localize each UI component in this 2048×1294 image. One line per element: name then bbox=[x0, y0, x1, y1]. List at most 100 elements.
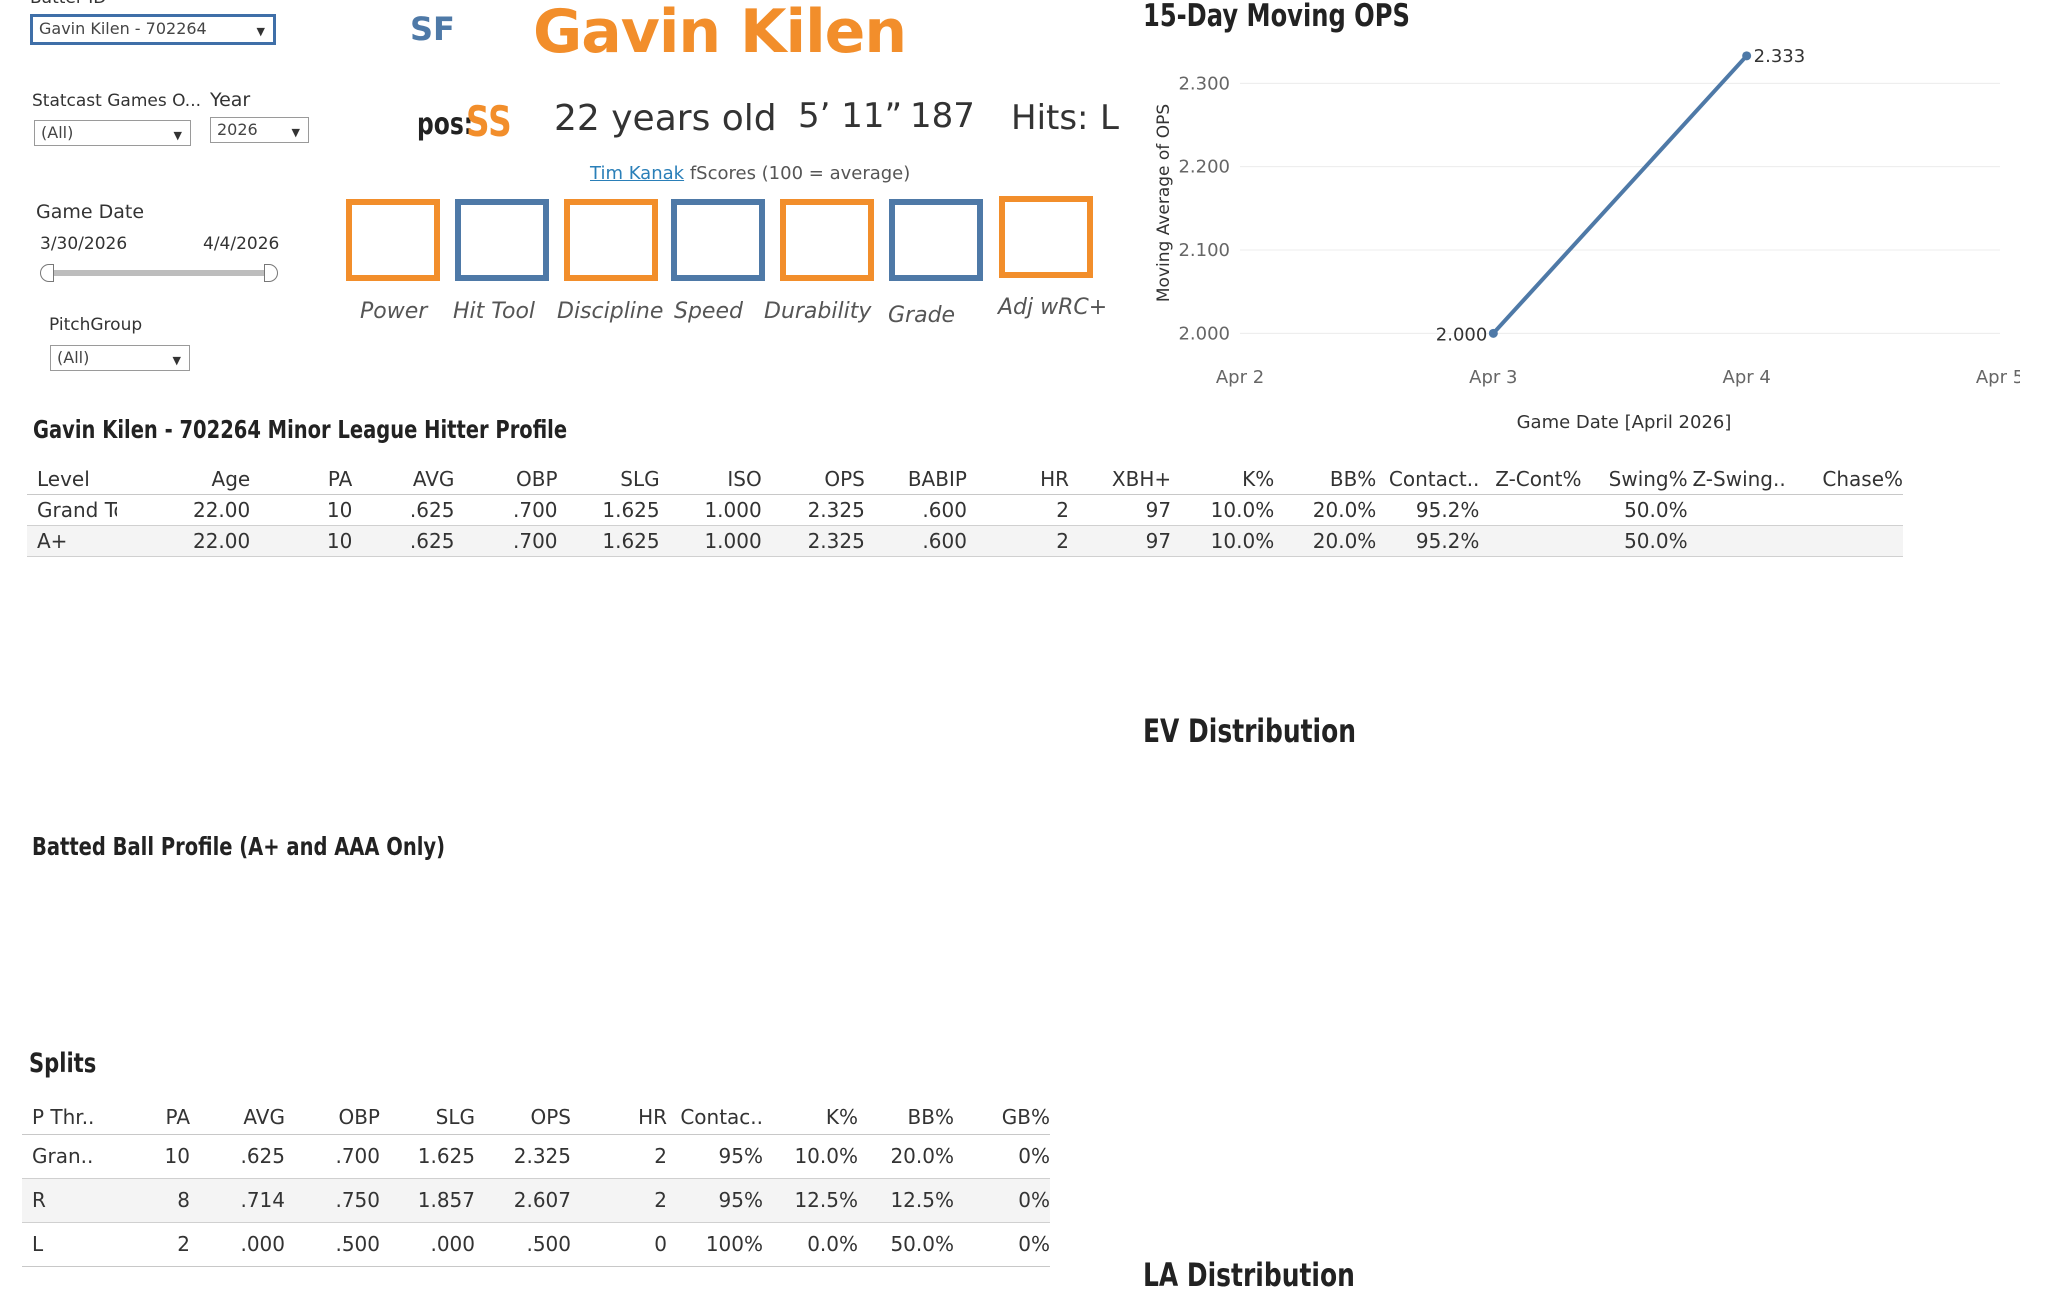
profile-cell: 95.2% bbox=[1415, 528, 1480, 553]
player-weight: 187 bbox=[910, 96, 975, 136]
year-select[interactable]: 2026 ▼ bbox=[210, 117, 309, 143]
profile-col-header: Level bbox=[37, 466, 90, 491]
splits-col-header: OPS bbox=[530, 1104, 572, 1129]
chevron-down-icon: ▼ bbox=[256, 25, 265, 38]
profile-col-header: AVG bbox=[412, 466, 455, 491]
pitch-group-select[interactable]: (All) ▼ bbox=[50, 345, 190, 371]
ops-chart-title: 15-Day Moving OPS bbox=[1143, 0, 1410, 34]
profile-cell: .625 bbox=[409, 497, 455, 522]
date-slider-end-handle[interactable] bbox=[264, 264, 278, 282]
profile-cell bbox=[1786, 494, 1903, 525]
fscore-label-durability: Durability bbox=[764, 299, 872, 324]
splits-cell: R bbox=[32, 1188, 46, 1212]
profile-col-header: Z-Cont% bbox=[1495, 466, 1582, 491]
profile-col-header: Swing% bbox=[1608, 466, 1688, 491]
splits-cell: .714 bbox=[240, 1188, 285, 1212]
statcast-select-value: (All) bbox=[41, 123, 74, 142]
profile-cell: 97 bbox=[1145, 497, 1172, 522]
profile-table: Level Age PA AVG OBP SLG ISO OPS BABIP H… bbox=[27, 464, 1903, 557]
profile-cell: .600 bbox=[922, 497, 967, 522]
table-row: Grand Total 22.00 10 .625 .700 1.625 1.0… bbox=[27, 494, 1903, 525]
splits-header-row: P Thr.. PA AVG OBP SLG OPS HR Contac.. K… bbox=[22, 1100, 1050, 1134]
splits-cell: L bbox=[32, 1232, 44, 1256]
la-distribution-title: LA Distribution bbox=[1143, 1256, 1355, 1294]
fscore-box-grade bbox=[889, 199, 983, 281]
hits-label: Hits: bbox=[1011, 98, 1089, 138]
splits-cell: 100% bbox=[705, 1232, 763, 1256]
profile-cell: 20.0% bbox=[1312, 528, 1377, 553]
profile-title: Gavin Kilen - 702264 Minor League Hitter… bbox=[33, 415, 568, 444]
fscore-box-durability bbox=[780, 199, 874, 281]
splits-cell: .625 bbox=[240, 1144, 285, 1168]
profile-cell: 2.325 bbox=[807, 497, 865, 522]
x-tick-label: Apr 3 bbox=[1469, 367, 1517, 388]
profile-cell bbox=[1479, 525, 1581, 556]
profile-cell bbox=[1688, 494, 1786, 525]
splits-col-header: Contac.. bbox=[680, 1104, 763, 1129]
profile-cell: 95.2% bbox=[1415, 497, 1480, 522]
splits-col-header: AVG bbox=[243, 1104, 285, 1129]
profile-cell: 2 bbox=[1056, 528, 1070, 553]
date-slider-start-handle[interactable] bbox=[40, 264, 54, 282]
ops-data-point bbox=[1742, 51, 1752, 61]
splits-col-header: BB% bbox=[907, 1104, 954, 1129]
fscore-box-speed bbox=[671, 199, 765, 281]
player-age: 22 years old bbox=[554, 98, 777, 139]
pitch-group-select-value: (All) bbox=[57, 348, 90, 367]
splits-cell: 0% bbox=[1018, 1188, 1050, 1212]
statcast-filter-label: Statcast Games O... bbox=[32, 91, 202, 111]
chevron-down-icon: ▼ bbox=[172, 354, 181, 367]
profile-cell: 20.0% bbox=[1312, 497, 1377, 522]
game-date-label: Game Date bbox=[36, 201, 145, 223]
profile-cell: .625 bbox=[409, 528, 455, 553]
profile-col-header: Chase% bbox=[1822, 466, 1903, 491]
table-row: A+ 22.00 10 .625 .700 1.625 1.000 2.325 … bbox=[27, 525, 1903, 556]
profile-col-header: HR bbox=[1040, 466, 1070, 491]
profile-cell: 1.000 bbox=[704, 528, 762, 553]
splits-cell: 95% bbox=[718, 1144, 763, 1168]
ops-series-line bbox=[1491, 54, 1749, 335]
year-select-value: 2026 bbox=[217, 120, 258, 139]
splits-cell: .500 bbox=[335, 1232, 380, 1256]
splits-cell: .700 bbox=[335, 1144, 380, 1168]
batted-ball-title: Batted Ball Profile (A+ and AAA Only) bbox=[32, 832, 446, 861]
table-row: L 2 .000 .500 .000 .500 0 100% 0.0% 50.0… bbox=[22, 1222, 1050, 1266]
fscore-box-adj-wrc bbox=[999, 196, 1093, 278]
profile-cell bbox=[1786, 525, 1903, 556]
fscore-label-adj-wrc: Adj wRC+ bbox=[998, 295, 1108, 320]
fscores-author-link[interactable]: Tim Kanak bbox=[590, 163, 685, 184]
splits-cell: 12.5% bbox=[890, 1188, 954, 1212]
splits-cell: 2 bbox=[654, 1188, 667, 1212]
batter-select[interactable]: Gavin Kilen - 702264 ▼ bbox=[30, 14, 276, 45]
profile-cell: 97 bbox=[1145, 528, 1172, 553]
profile-cell: 50.0% bbox=[1624, 528, 1688, 553]
fscores-caption: Tim Kanak fScores (100 = average) bbox=[590, 163, 910, 184]
y-tick-label: 2.300 bbox=[1178, 73, 1230, 94]
profile-cell: 22.00 bbox=[192, 528, 251, 553]
splits-col-header: K% bbox=[825, 1104, 858, 1129]
profile-cell: 50.0% bbox=[1624, 497, 1688, 522]
position-label: pos: bbox=[417, 107, 474, 142]
splits-cell: 50.0% bbox=[890, 1232, 954, 1256]
profile-cell: 1.625 bbox=[602, 497, 660, 522]
fscores-caption-text: fScores (100 = average) bbox=[689, 163, 911, 184]
profile-col-header: OPS bbox=[824, 466, 865, 491]
fscore-label-power: Power bbox=[360, 299, 428, 324]
profile-col-header: ISO bbox=[727, 466, 762, 491]
y-tick-label: 2.000 bbox=[1178, 323, 1230, 344]
date-range-slider[interactable] bbox=[42, 270, 272, 276]
profile-col-header: Contact.. bbox=[1388, 466, 1480, 491]
splits-col-header: HR bbox=[638, 1104, 667, 1129]
ops-y-axis-label: Moving Average of OPS bbox=[1154, 104, 1174, 302]
profile-col-header: XBH+ bbox=[1111, 466, 1172, 491]
splits-col-header: PA bbox=[165, 1104, 190, 1129]
profile-col-header: PA bbox=[327, 466, 353, 491]
x-tick-label: Apr 5 bbox=[1976, 367, 2020, 388]
profile-cell: 10.0% bbox=[1210, 528, 1275, 553]
splits-cell: 2.325 bbox=[513, 1144, 571, 1168]
statcast-select[interactable]: (All) ▼ bbox=[34, 120, 191, 146]
profile-cell: 22.00 bbox=[192, 497, 251, 522]
fscore-box-power bbox=[346, 199, 440, 281]
splits-cell: 20.0% bbox=[890, 1144, 954, 1168]
team-logo: SF bbox=[410, 10, 455, 48]
